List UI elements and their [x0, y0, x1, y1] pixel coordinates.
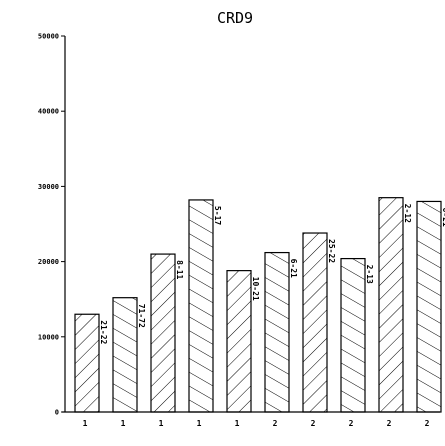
y-tick-label: 50000 — [38, 33, 59, 41]
y-tick-label: 10000 — [38, 333, 59, 341]
x-group-label: 2 — [273, 419, 278, 428]
chart-title: CRD9 — [217, 9, 253, 27]
y-tick-label: 20000 — [38, 258, 59, 266]
x-tick-label: 2-13 — [365, 265, 374, 284]
x-group-label: 2 — [387, 419, 392, 428]
y-tick-label: 40000 — [38, 108, 59, 116]
bar — [74, 313, 100, 413]
x-group-label: 2 — [311, 419, 316, 428]
x-tick-label: 6-21 — [289, 259, 298, 278]
x-group-label: 1 — [159, 419, 164, 428]
bar — [340, 257, 366, 413]
x-tick-label: 25-22 — [327, 239, 336, 263]
x-tick-label: 6-21 — [441, 207, 445, 226]
x-tick-label: 10-21 — [251, 277, 260, 301]
bar — [302, 232, 328, 413]
x-group-label: 2 — [425, 419, 430, 428]
bar — [226, 270, 252, 413]
x-group-label: 2 — [349, 419, 354, 428]
bar — [150, 253, 176, 413]
x-group-label: 1 — [197, 419, 202, 428]
x-group-label: 1 — [235, 419, 240, 428]
x-group-label: 1 — [121, 419, 126, 428]
bar — [264, 251, 290, 413]
y-tick-label: 30000 — [38, 183, 59, 191]
bar — [416, 200, 442, 413]
x-tick-label: 71-72 — [137, 304, 146, 328]
y-tick-label: 0 — [55, 409, 59, 417]
x-tick-label: 2-12 — [403, 204, 412, 223]
x-tick-label: 5-17 — [213, 206, 222, 225]
bar — [188, 199, 214, 413]
x-group-label: 1 — [83, 419, 88, 428]
x-tick-label: 8-11 — [175, 260, 184, 279]
x-tick-label: 21-22 — [99, 320, 108, 344]
bar — [378, 197, 404, 413]
bar — [112, 297, 138, 413]
